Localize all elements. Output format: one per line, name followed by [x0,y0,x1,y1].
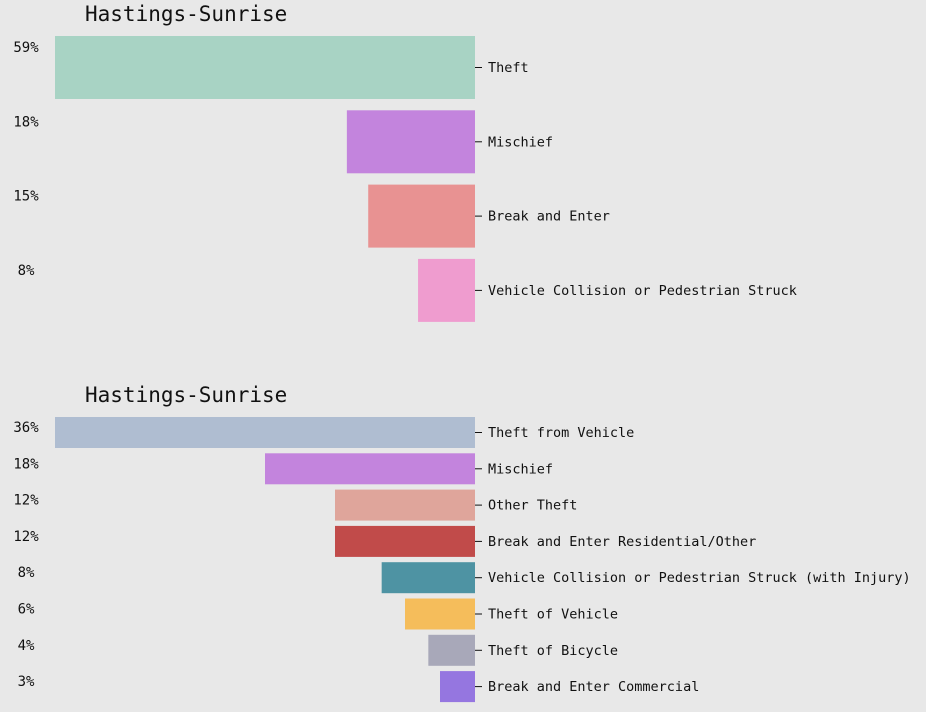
percent-label: 8% [18,565,35,581]
category-label: Theft of Vehicle [488,607,618,623]
chart-bottom: Hastings-Sunrise Theft from Vehicle 36% Mis… [13,383,911,703]
bar-break-and-enter [368,184,475,248]
category-label: Mischief [488,134,553,150]
bar-vehicle-collision-or-pedestrian-struck-with-injury- [381,562,475,594]
category-label: Theft of Bicycle [488,643,618,659]
percent-label: 15% [13,189,39,205]
bar-other-theft [335,489,475,521]
percent-label: 8% [18,263,35,279]
category-label: Break and Enter Residential/Other [488,534,756,550]
chart-title: Hastings-Sunrise [85,383,287,407]
bar-theft-of-bicycle [428,634,475,666]
percent-label: 18% [13,114,39,130]
category-label: Break and Enter [488,209,610,225]
bar-theft-from-vehicle [55,417,475,448]
category-label: Vehicle Collision or Pedestrian Struck (… [488,570,911,586]
chart-title: Hastings-Sunrise [85,2,287,26]
percent-label: 18% [13,456,39,472]
percent-label: 12% [13,493,39,509]
category-label: Vehicle Collision or Pedestrian Struck [488,283,797,299]
percent-label: 59% [13,40,39,56]
percent-label: 4% [18,638,35,654]
bar-mischief [346,110,475,174]
percent-label: 6% [18,602,35,618]
category-label: Mischief [488,461,553,477]
category-label: Other Theft [488,498,577,514]
category-label: Break and Enter Commercial [488,679,699,695]
bar-break-and-enter-commercial [440,671,475,703]
bar-vehicle-collision-or-pedestrian-struck [418,258,475,322]
bar-break-and-enter-residential-other [335,525,475,557]
bar-theft [55,36,475,99]
bar-mischief [265,453,475,485]
percent-label: 12% [13,529,39,545]
category-label: Theft [488,60,529,76]
bar-theft-of-vehicle [405,598,475,630]
percent-label: 3% [18,674,35,690]
category-label: Theft from Vehicle [488,425,634,441]
chart-top: Hastings-Sunrise Theft 59% Mischief 18% Break… [13,2,797,322]
percent-label: 36% [13,420,39,436]
